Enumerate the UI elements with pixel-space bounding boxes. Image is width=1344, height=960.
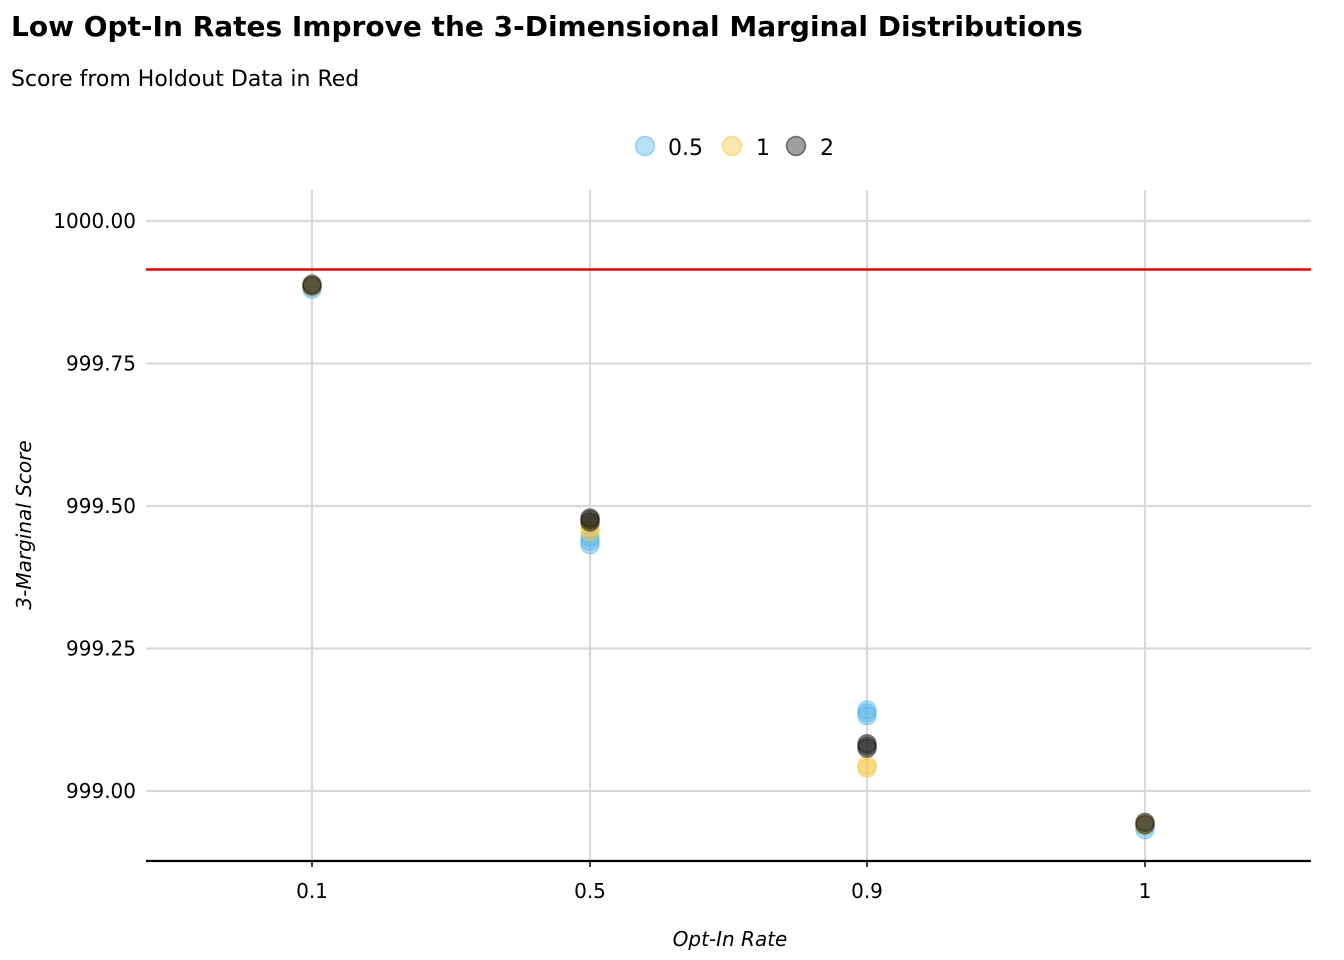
data-point-series-2 xyxy=(580,508,600,528)
data-point-series-2 xyxy=(302,274,322,295)
x-tick-label: 0.5 xyxy=(574,879,606,903)
legend-label-2: 2 xyxy=(820,136,834,161)
data-points xyxy=(302,274,1155,840)
x-tick-label: 1 xyxy=(1139,879,1152,903)
legend-label-1: 1 xyxy=(756,136,770,161)
chart-subtitle: Score from Holdout Data in Red xyxy=(11,67,360,92)
legend-key-0_5 xyxy=(634,135,656,157)
y-tick-label: 999.50 xyxy=(66,494,136,518)
chart-title: Low Opt-In Rates Improve the 3-Dimension… xyxy=(11,10,1083,43)
legend-key-1 xyxy=(721,135,743,157)
data-point-series-0_5 xyxy=(857,700,877,720)
x-tick-label: 0.9 xyxy=(851,879,883,903)
data-point-series-1 xyxy=(857,755,877,776)
y-tick-label: 999.00 xyxy=(66,779,136,803)
legend-key-2 xyxy=(785,135,807,157)
legend: 0.5 1 2 xyxy=(634,135,834,161)
y-tick-label: 999.25 xyxy=(66,637,136,661)
x-axis-title: Opt-In Rate xyxy=(673,927,788,951)
grid-lines xyxy=(146,190,1311,861)
y-axis-title: 3-Marginal Score xyxy=(12,440,36,609)
axes: 0.1 0.5 0.9 1 999.00 999.25 999.50 999.75 1000.0… xyxy=(53,209,1311,903)
data-point-series-2 xyxy=(857,733,877,754)
y-tick-label: 1000.00 xyxy=(53,209,136,233)
legend-label-0_5: 0.5 xyxy=(668,136,703,161)
data-point-series-2 xyxy=(1135,812,1155,833)
y-tick-label: 999.75 xyxy=(66,352,136,376)
x-tick-label: 0.1 xyxy=(296,879,328,903)
